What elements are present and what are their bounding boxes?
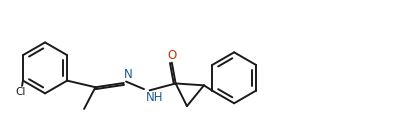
Text: O: O xyxy=(168,49,177,62)
Text: NH: NH xyxy=(145,91,163,103)
Text: Cl: Cl xyxy=(15,87,25,97)
Text: N: N xyxy=(124,68,133,81)
